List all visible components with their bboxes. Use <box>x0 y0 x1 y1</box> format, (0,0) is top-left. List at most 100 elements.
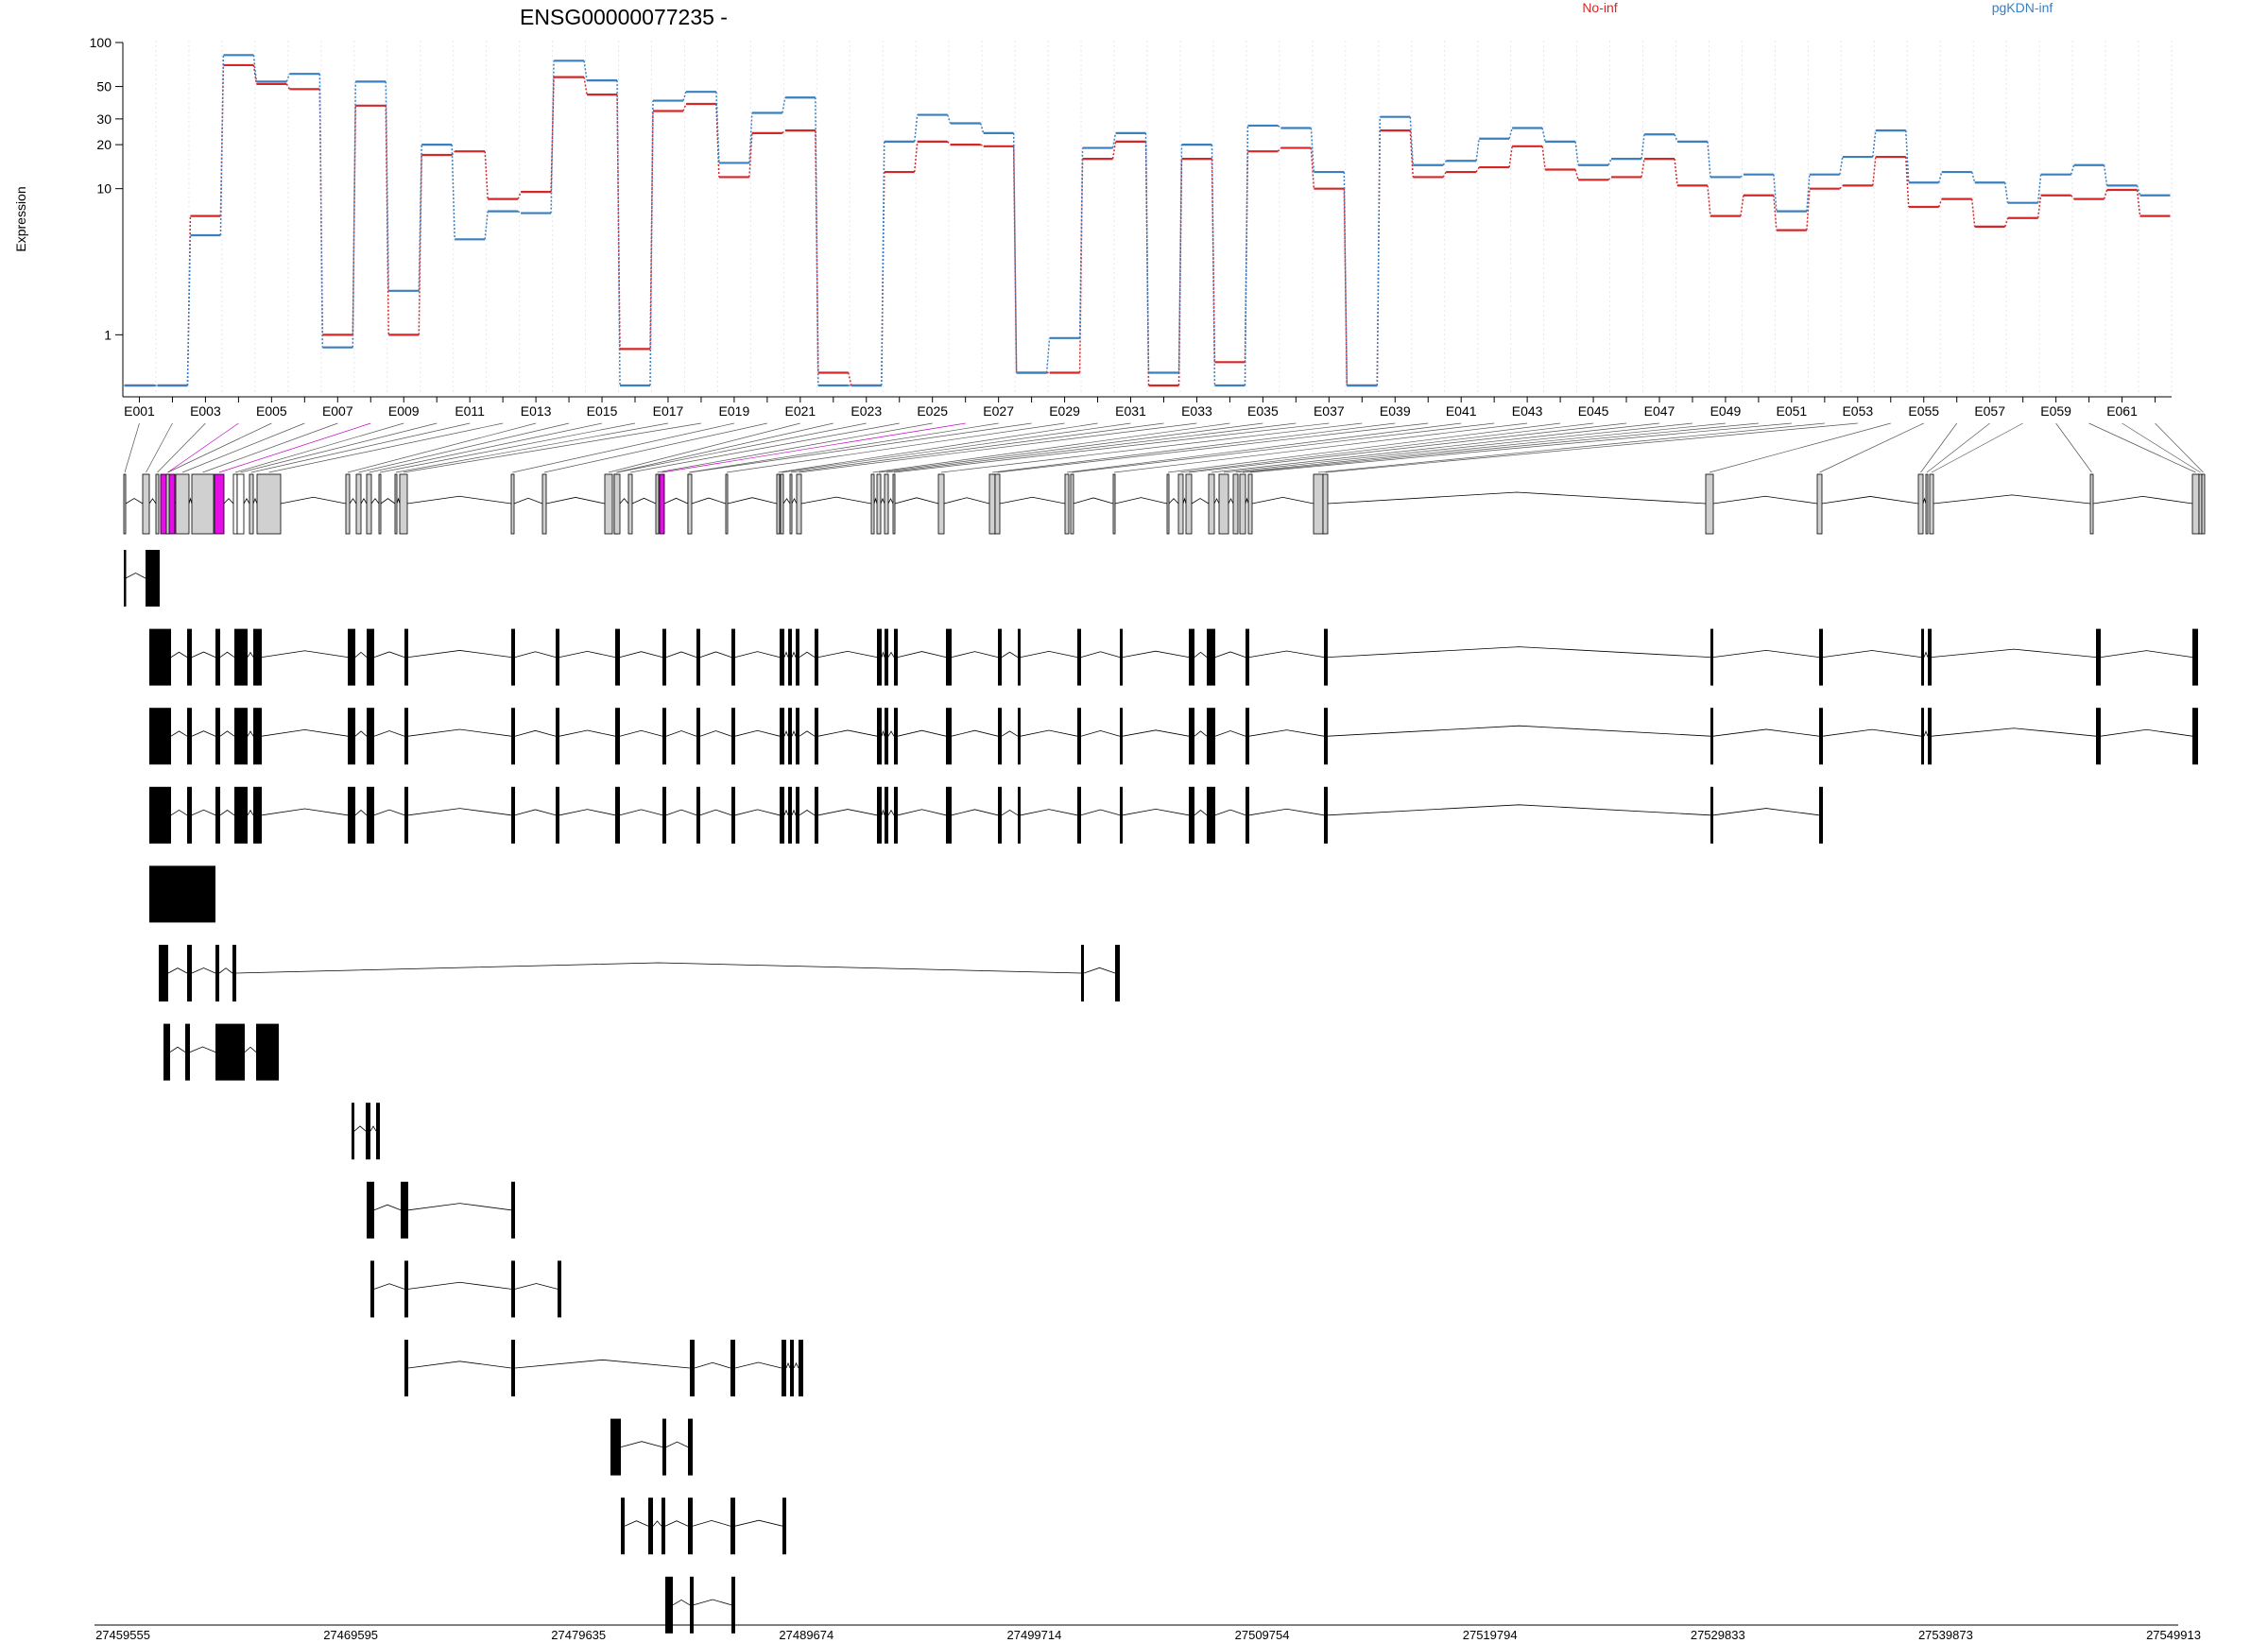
transcript-intron <box>619 729 663 737</box>
intron-line <box>1228 497 1234 505</box>
exon-connector <box>893 422 1330 473</box>
transcript-intron <box>1214 809 1246 816</box>
transcript-exon <box>799 1340 803 1396</box>
transcript-intron <box>558 651 616 658</box>
series-connector <box>1277 125 1281 129</box>
exon-connector <box>347 422 537 473</box>
intron-line <box>727 497 778 505</box>
exon-connector <box>1235 422 1726 473</box>
series-connector <box>583 60 588 81</box>
exon-box <box>2201 473 2206 535</box>
transcript-exon <box>558 1260 561 1318</box>
intron-line <box>349 498 357 505</box>
exon-connector <box>689 422 1032 473</box>
x-tick-label: E033 <box>1181 403 1212 419</box>
exon-connector <box>1066 422 1462 473</box>
exon-connector <box>157 422 206 473</box>
transcript-8 <box>352 1103 380 1160</box>
intron-line <box>1712 495 1818 505</box>
intron-line <box>513 497 543 505</box>
transcript-intron <box>353 1125 367 1132</box>
series-connector <box>881 141 885 386</box>
flattened-gene-model <box>123 473 2206 535</box>
series-connector <box>1674 159 1678 186</box>
series-connector <box>1740 195 1744 216</box>
transcript-exon <box>815 786 818 844</box>
series-connector <box>1806 174 1811 212</box>
exon-box <box>1218 473 1229 535</box>
transcript-intron <box>1080 809 1121 816</box>
transcript-intron <box>407 1361 512 1369</box>
transcript-exon <box>788 786 792 844</box>
exon-box <box>1313 473 1324 535</box>
exon-connector <box>1072 422 1495 473</box>
transcript-intron <box>514 1359 691 1369</box>
exon-box <box>249 473 254 535</box>
transcript-exon <box>1246 786 1249 844</box>
x-tick-label: E003 <box>190 403 221 419</box>
transcript-2 <box>149 628 2198 686</box>
transcript-3 <box>149 708 2198 765</box>
exon-connector <box>202 422 338 473</box>
exon-box <box>1064 473 1070 535</box>
intron-line <box>252 497 258 505</box>
transcript-exon <box>511 1260 515 1318</box>
series-connector <box>682 91 687 101</box>
transcript-exon <box>1207 628 1215 686</box>
transcript-exon <box>348 628 355 686</box>
intron-line <box>360 498 368 505</box>
transcript-intron <box>1327 804 1711 816</box>
transcript-intron <box>699 809 732 816</box>
transcript-exon <box>665 1576 673 1634</box>
transcript-intron <box>817 650 878 658</box>
transcript-intron <box>799 809 816 816</box>
series-connector <box>848 372 852 386</box>
exon-box <box>789 473 793 535</box>
transcript-intron <box>652 1520 662 1527</box>
exon-box <box>988 473 996 535</box>
exon-box <box>541 473 547 535</box>
transcript-intron <box>354 810 368 816</box>
exon-connector <box>1211 422 1660 473</box>
transcript-exon <box>894 628 898 686</box>
transcript-exon <box>367 786 374 844</box>
transcript-exon <box>615 708 620 765</box>
transcript-intron <box>785 1361 791 1369</box>
exon-box <box>1177 473 1184 535</box>
series-connector <box>913 141 919 173</box>
x-tick-label: E001 <box>124 403 155 419</box>
transcript-intron <box>665 809 697 816</box>
exon-box <box>2089 473 2094 535</box>
exon-box <box>1239 473 1246 535</box>
transcript-intron <box>514 1283 558 1290</box>
series-connector <box>1211 145 1216 386</box>
transcript-exon <box>885 628 888 686</box>
transcript-exon <box>215 1023 245 1081</box>
intron-line <box>619 498 629 505</box>
intron-line <box>1114 497 1168 505</box>
exon-connector <box>379 422 636 473</box>
exon-connector <box>167 422 272 473</box>
exon-box <box>687 473 693 535</box>
transcript-exon <box>1819 786 1823 844</box>
intron-line <box>1073 497 1114 505</box>
transcript-intron <box>558 809 616 816</box>
intron-line <box>1168 498 1179 505</box>
transcript-7 <box>163 1023 279 1081</box>
intron-line <box>631 497 657 505</box>
transcript-intron <box>125 573 146 579</box>
transcript-exon <box>1921 628 1924 686</box>
series-connector <box>1111 132 1117 148</box>
transcript-exon <box>367 628 374 686</box>
transcript-intron <box>793 1361 799 1369</box>
transcript-intron <box>1001 730 1019 737</box>
transcript-exon <box>877 708 882 765</box>
exon-box <box>1232 473 1239 535</box>
transcript-exon <box>1018 708 1021 765</box>
series-connector <box>979 123 985 134</box>
transcript-intron <box>817 809 878 816</box>
intron-line <box>800 496 872 505</box>
genomic-tick-label: 27509754 <box>1235 1628 1290 1642</box>
series-connector <box>913 114 919 142</box>
